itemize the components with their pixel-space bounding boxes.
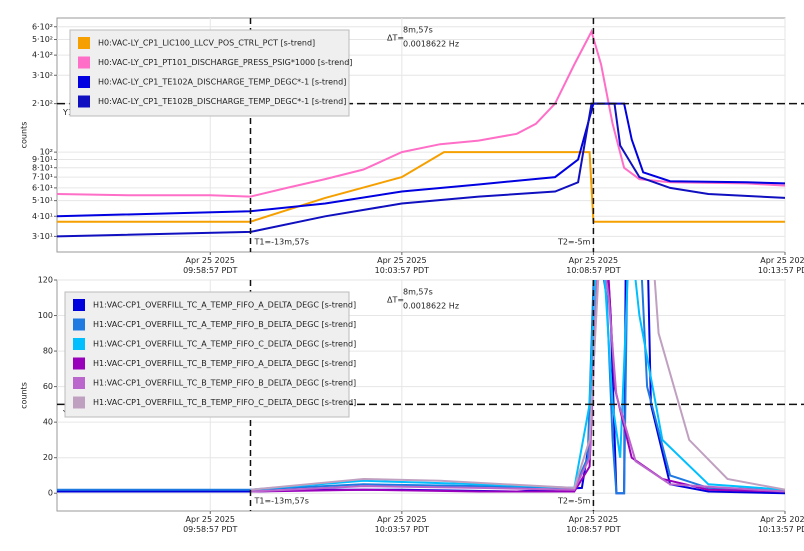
series-group xyxy=(57,280,785,495)
legend-label: H0:VAC-LY_CP1_TE102B_DISCHARGE_TEMP_DEGC… xyxy=(98,97,346,106)
legend-label: H1:VAC-CP1_OVERFILL_TC_B_TEMP_FIFO_C_DEL… xyxy=(93,398,356,407)
series-line xyxy=(250,280,785,493)
series-line xyxy=(57,102,785,238)
legend-label: H1:VAC-CP1_OVERFILL_TC_A_TEMP_FIFO_C_DEL… xyxy=(93,340,356,349)
legend xyxy=(64,291,350,418)
y-tick-label: 40 xyxy=(43,418,53,427)
delta-value: 0.0018622 Hz xyxy=(403,40,459,49)
series-line xyxy=(250,280,785,493)
cursor-label: T2=-5m xyxy=(557,497,591,506)
y-tick-label: 60 xyxy=(43,382,53,391)
y-tick-label: 4·10² xyxy=(32,51,53,60)
x-tick-label: Apr 25 2025 10:03:57 PDT xyxy=(374,256,429,275)
x-tick-label: Apr 25 2025 10:08:57 PDT xyxy=(566,256,621,275)
delta-label: ΔT= xyxy=(387,296,404,305)
series-line xyxy=(57,28,785,198)
x-tick-label: Apr 25 2025 10:03:57 PDT xyxy=(374,515,429,534)
y-tick-label: 5·10² xyxy=(32,35,53,44)
legend xyxy=(69,29,350,117)
y-tick-label: 100 xyxy=(38,311,53,320)
y-tick-label: 4·10¹ xyxy=(32,212,53,221)
chart: 020406080100120countsT1=-13m,57sT2=-5mY1… xyxy=(20,276,804,514)
y-tick-label: 5·10¹ xyxy=(32,196,53,205)
legend-label: H1:VAC-CP1_OVERFILL_TC_A_TEMP_FIFO_B_DEL… xyxy=(93,320,356,329)
delta-value: 8m,57s xyxy=(403,26,433,35)
x-tick-label: Apr 25 2025 10:13:57 PDT xyxy=(757,515,804,534)
x-tick-label: Apr 25 2025 09:58:57 PDT xyxy=(183,515,238,534)
cursor-label: T2=-5m xyxy=(557,238,591,247)
delta-value: 0.0018622 Hz xyxy=(403,302,459,311)
legend-label: H1:VAC-CP1_OVERFILL_TC_B_TEMP_FIFO_A_DEL… xyxy=(93,359,356,368)
y-tick-label: 3·10² xyxy=(32,71,53,80)
legend-swatch xyxy=(78,37,90,49)
x-tick-label: Apr 25 2025 09:58:57 PDT xyxy=(183,256,238,275)
y-tick-label: 6·10¹ xyxy=(32,183,53,192)
y-tick-label: 10² xyxy=(40,148,53,157)
legend-swatch xyxy=(73,396,85,409)
series-line xyxy=(250,280,785,491)
series-group xyxy=(57,28,785,238)
legend-swatch xyxy=(78,95,90,108)
legend-swatch xyxy=(78,56,90,69)
legend-label: H1:VAC-CP1_OVERFILL_TC_B_TEMP_FIFO_B_DEL… xyxy=(93,379,356,388)
delta-label: ΔT= xyxy=(387,34,404,43)
y-tick-label: 9·10¹ xyxy=(32,155,53,164)
delta-value: 8m,57s xyxy=(403,288,433,297)
y-tick-label: 0 xyxy=(48,489,53,498)
y-tick-label: 6·10² xyxy=(32,22,53,31)
legend-label: H0:VAC-LY_CP1_PT101_DISCHARGE_PRESS_PSIG… xyxy=(98,58,352,67)
y-tick-label: 120 xyxy=(38,276,53,285)
series-line xyxy=(57,280,785,495)
legend-label: H0:VAC-LY_CP1_LIC100_LLCV_POS_CTRL_PCT [… xyxy=(98,39,315,48)
y-tick-label: 3·10¹ xyxy=(32,232,53,241)
y-tick-label: 20 xyxy=(43,453,53,462)
legend-label: H1:VAC-CP1_OVERFILL_TC_A_TEMP_FIFO_A_DEL… xyxy=(93,301,356,310)
y-tick-label: 7·10¹ xyxy=(32,173,53,182)
y-tick-label: 2·10² xyxy=(32,99,53,108)
x-tick-label: Apr 25 2025 10:08:57 PDT xyxy=(566,515,621,534)
legend-swatch xyxy=(73,357,85,370)
x-tick-label: Apr 25 2025 10:13:57 PDT xyxy=(757,256,804,275)
legend-swatch xyxy=(73,338,85,350)
y-tick-label: 80 xyxy=(43,347,53,356)
series-line xyxy=(250,280,785,491)
legend-swatch xyxy=(78,76,90,88)
legend-label: H0:VAC-LY_CP1_TE102A_DISCHARGE_TEMP_DEGC… xyxy=(98,78,346,87)
cursor-label: T1=-13m,57s xyxy=(253,238,308,247)
y-axis-label: counts xyxy=(20,382,29,409)
legend-swatch xyxy=(73,299,85,311)
y-tick-label: 8·10¹ xyxy=(32,163,53,172)
legend-swatch xyxy=(73,377,85,389)
cursor-label: T1=-13m,57s xyxy=(253,497,308,506)
legend-swatch xyxy=(73,318,85,331)
y-axis-label: counts xyxy=(20,122,29,149)
